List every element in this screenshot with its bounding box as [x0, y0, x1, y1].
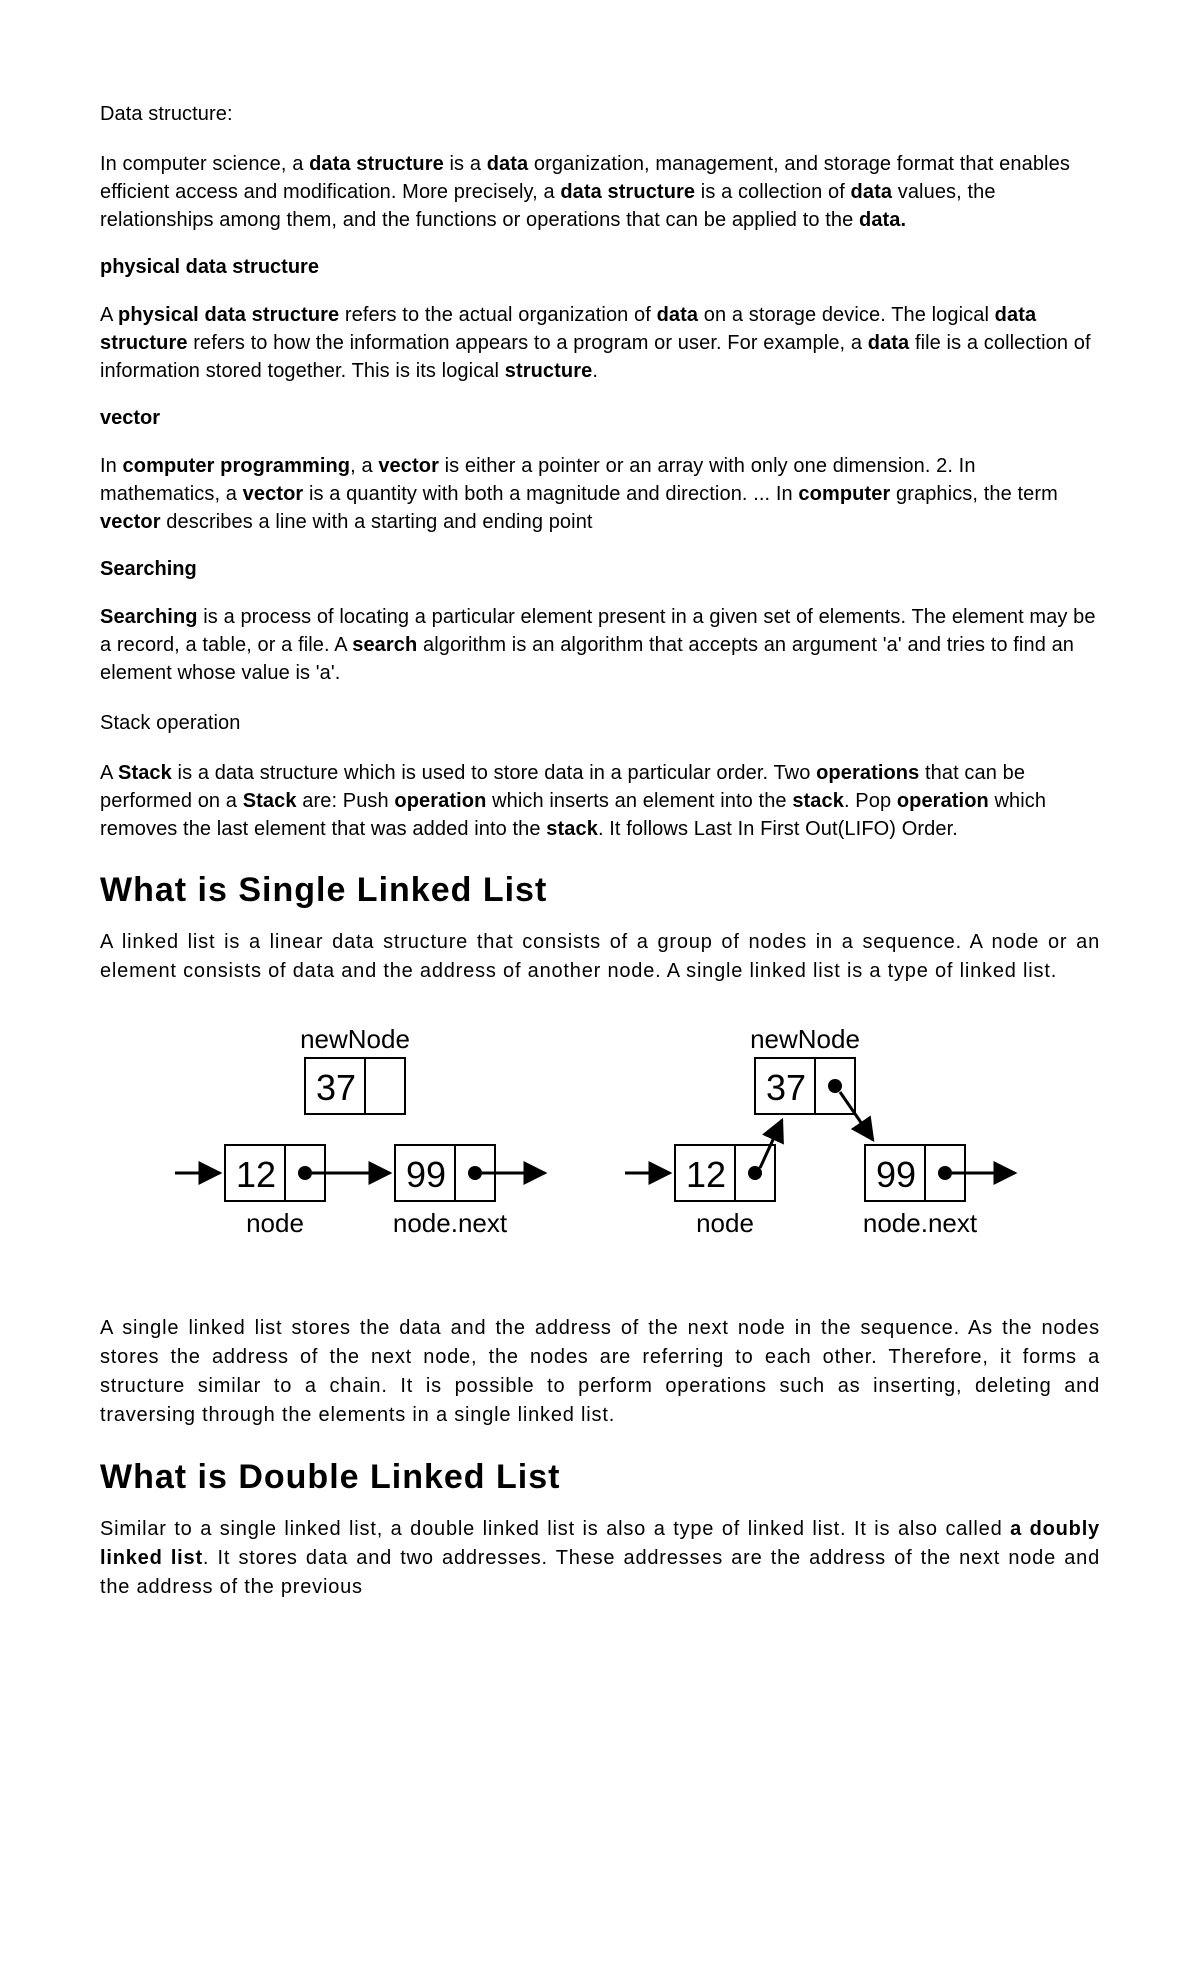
bold: Stack	[243, 790, 297, 812]
linked-list-svg: newNode 37 12 node 99	[165, 1020, 1035, 1270]
bold: data	[868, 332, 910, 354]
arrow-37-to-99-right	[840, 1092, 873, 1140]
node12-value-right: 12	[686, 1154, 726, 1195]
bold: data	[657, 304, 699, 326]
bold: data	[851, 181, 893, 203]
node12-label-right: node	[696, 1208, 754, 1238]
newnode-value-left: 37	[316, 1067, 356, 1108]
text: Similar to a single linked list, a doubl…	[100, 1518, 1010, 1540]
para-vector: In computer programming, a vector is eit…	[100, 452, 1100, 536]
section-label-stack: Stack operation	[100, 709, 1100, 737]
text: graphics, the term	[890, 483, 1058, 505]
heading-searching: Searching	[100, 558, 1100, 581]
newnode-value-right: 37	[766, 1067, 806, 1108]
heading-double-linked-list: What is Double Linked List	[100, 1458, 1100, 1497]
para-searching: Searching is a process of locating a par…	[100, 603, 1100, 687]
bold: computer programming	[123, 455, 351, 477]
para-sll-1: A linked list is a linear data structure…	[100, 928, 1100, 986]
newnode-dot-right	[828, 1079, 842, 1093]
text: .	[592, 360, 598, 382]
node99-label-left: node.next	[393, 1208, 508, 1238]
text: which inserts an element into the	[486, 790, 792, 812]
heading-single-linked-list: What is Single Linked List	[100, 871, 1100, 910]
para-datastructure: In computer science, a data structure is…	[100, 150, 1100, 234]
bold: Stack	[118, 762, 172, 784]
bold: operations	[816, 762, 919, 784]
text: . It stores data and two addresses. Thes…	[100, 1547, 1100, 1598]
bold: Searching	[100, 606, 198, 628]
node12-value-left: 12	[236, 1154, 276, 1195]
bold: operation	[394, 790, 486, 812]
document-page: Data structure: In computer science, a d…	[0, 0, 1200, 1976]
label-newnode-left: newNode	[300, 1024, 410, 1054]
bold: physical data structure	[118, 304, 339, 326]
bold: computer	[798, 483, 890, 505]
text: is a	[444, 153, 487, 175]
diagram-right: newNode 37 12 node	[625, 1024, 1015, 1238]
para-dll: Similar to a single linked list, a doubl…	[100, 1515, 1100, 1602]
heading-physical: physical data structure	[100, 256, 1100, 279]
bold: data	[487, 153, 529, 175]
bold: search	[352, 634, 417, 656]
bold: stack	[792, 790, 844, 812]
text: is a quantity with both a magnitude and …	[303, 483, 798, 505]
node99-dot-right	[938, 1166, 952, 1180]
bold: vector	[100, 511, 161, 533]
diagram-left: newNode 37 12 node 99	[175, 1024, 545, 1238]
text: . Pop	[844, 790, 897, 812]
node99-value-left: 99	[406, 1154, 446, 1195]
section-label-datastructure: Data structure:	[100, 100, 1100, 128]
text: is a collection of	[695, 181, 850, 203]
text: A	[100, 304, 118, 326]
label-newnode-right: newNode	[750, 1024, 860, 1054]
bold: stack	[546, 818, 598, 840]
para-physical: A physical data structure refers to the …	[100, 301, 1100, 385]
text: A	[100, 762, 118, 784]
text: . It follows Last In First Out(LIFO) Ord…	[598, 818, 958, 840]
linked-list-diagram: newNode 37 12 node 99	[100, 1020, 1100, 1270]
text: In computer science, a	[100, 153, 309, 175]
text: , a	[350, 455, 378, 477]
text: describes a line with a starting and end…	[161, 511, 593, 533]
bold: data structure	[309, 153, 444, 175]
node12-label-left: node	[246, 1208, 304, 1238]
para-sll-2: A single linked list stores the data and…	[100, 1314, 1100, 1430]
newnode-box-ptr-left	[365, 1058, 405, 1114]
text: are: Push	[297, 790, 395, 812]
bold: operation	[897, 790, 989, 812]
bold: structure	[505, 360, 593, 382]
node99-label-right: node.next	[863, 1208, 978, 1238]
node99-value-right: 99	[876, 1154, 916, 1195]
text: is a data structure which is used to sto…	[172, 762, 816, 784]
bold: vector	[243, 483, 304, 505]
text: refers to how the information appears to…	[188, 332, 868, 354]
node99-dot-left	[468, 1166, 482, 1180]
text: In	[100, 455, 123, 477]
node12-dot-right	[748, 1166, 762, 1180]
node12-dot-left	[298, 1166, 312, 1180]
text: refers to the actual organization of	[339, 304, 656, 326]
bold: vector	[378, 455, 439, 477]
text: on a storage device. The logical	[698, 304, 995, 326]
bold: data.	[859, 209, 906, 231]
heading-vector: vector	[100, 407, 1100, 430]
para-stack: A Stack is a data structure which is use…	[100, 759, 1100, 843]
bold: data structure	[560, 181, 695, 203]
